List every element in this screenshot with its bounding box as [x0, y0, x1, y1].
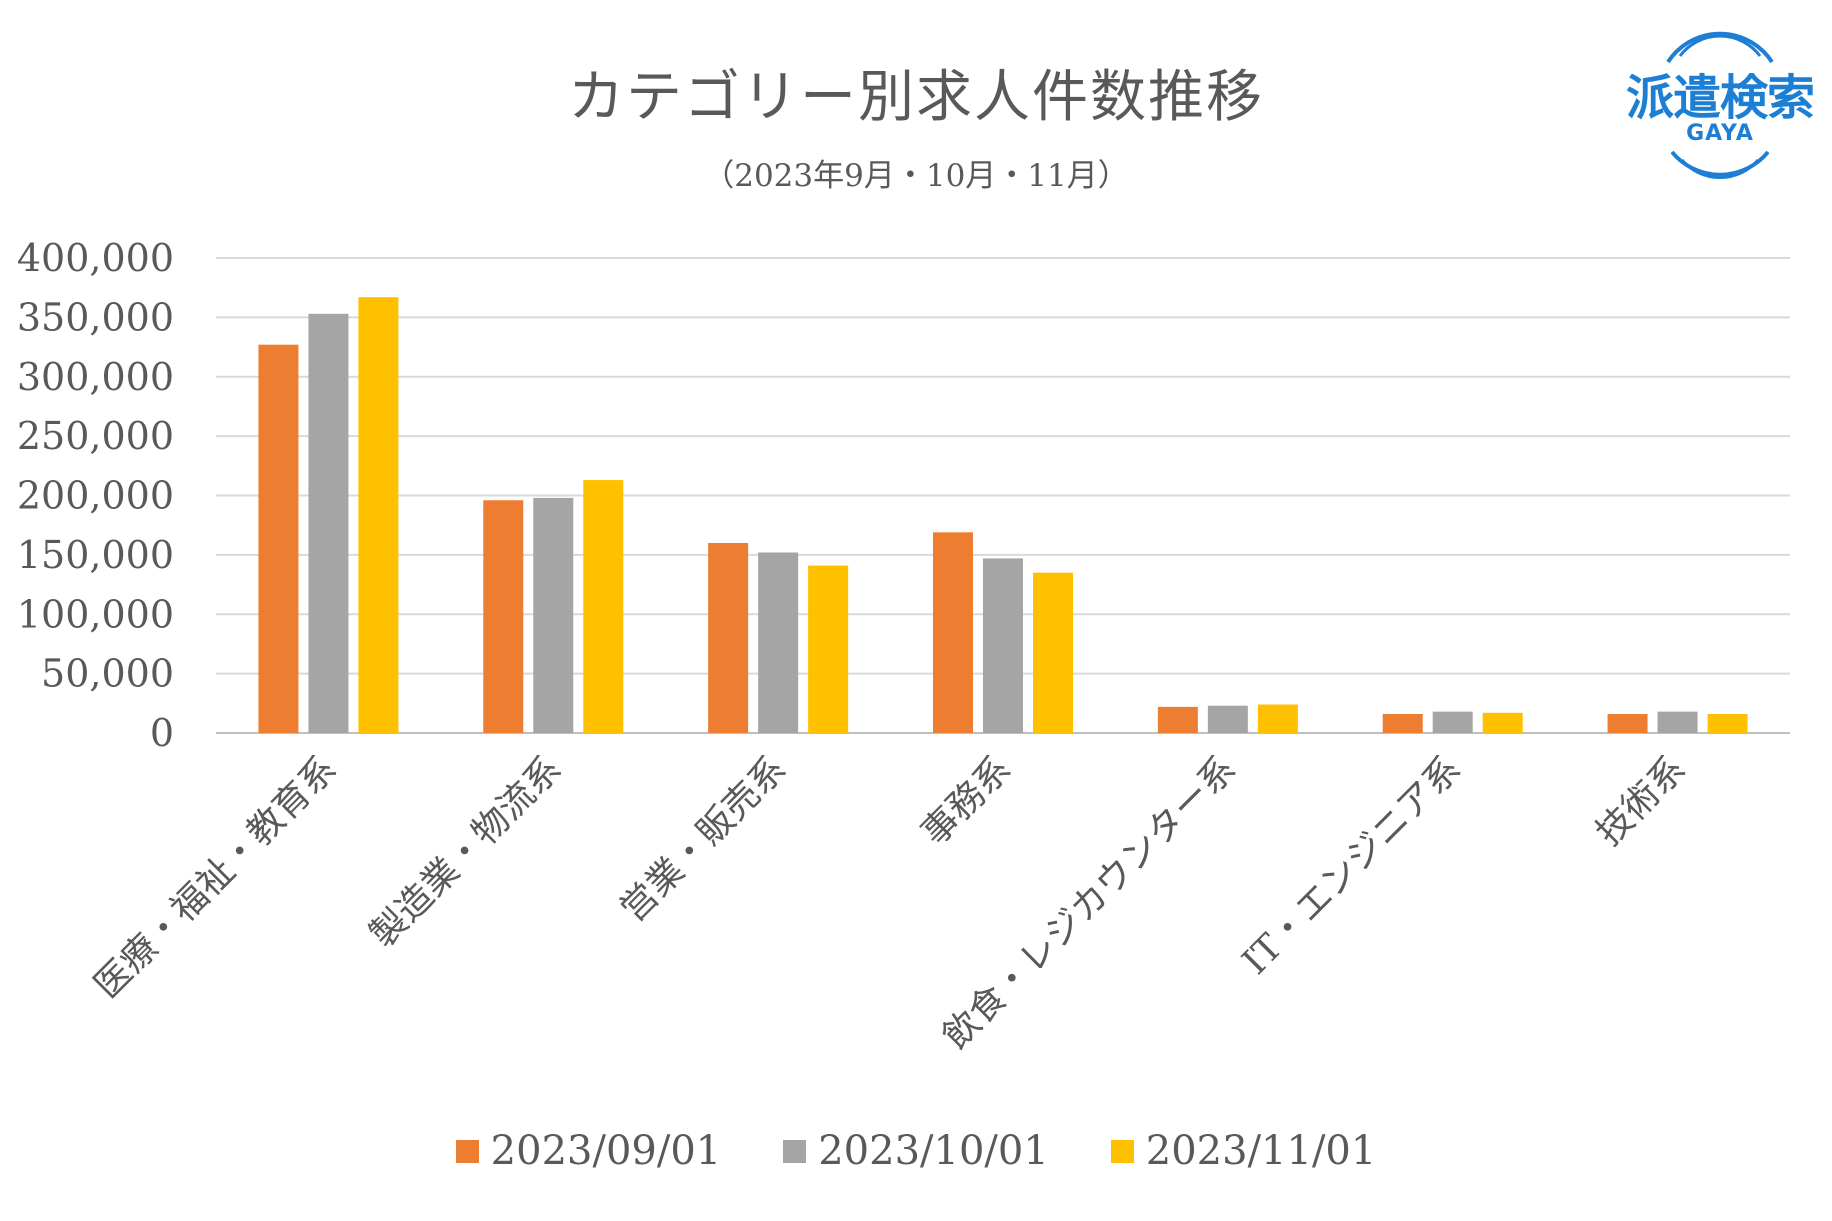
- gaya-logo: 派遣検索 GAYA: [1620, 20, 1820, 190]
- y-tick-label: 300,000: [17, 355, 174, 399]
- x-tick-label: 技術系: [1589, 748, 1694, 853]
- y-tick-label: 350,000: [17, 295, 174, 339]
- logo-subtext: GAYA: [1686, 121, 1754, 146]
- logo-text: 派遣検索: [1625, 70, 1815, 126]
- bar: [1432, 711, 1473, 733]
- x-tick-label: IT・エンジニア系: [1235, 748, 1469, 982]
- legend-item: 2023/09/01: [455, 1128, 722, 1174]
- bar: [808, 565, 849, 733]
- y-tick-label: 400,000: [17, 236, 174, 280]
- chart-subtitle: （2023年9月・10月・11月）: [703, 158, 1129, 194]
- bar: [533, 497, 574, 733]
- y-tick-label: 100,000: [17, 592, 174, 636]
- legend-label: 2023/09/01: [490, 1128, 722, 1174]
- bar: [758, 552, 799, 733]
- bar: [933, 532, 973, 733]
- bar: [1657, 711, 1698, 733]
- y-tick-label: 50,000: [41, 652, 174, 696]
- y-tick-label: 150,000: [17, 533, 174, 577]
- legend-item: 2023/10/01: [783, 1128, 1049, 1174]
- chart-legend: 2023/09/01 2023/10/01 2023/11/01: [0, 1128, 1832, 1174]
- y-tick-label: 200,000: [17, 474, 174, 518]
- x-tick-label: 製造業・物流系: [362, 748, 569, 955]
- legend-swatch: [783, 1139, 807, 1163]
- bar: [1482, 712, 1523, 733]
- legend-label: 2023/11/01: [1145, 1128, 1377, 1174]
- bar: [1257, 704, 1298, 733]
- legend-swatch: [1110, 1139, 1134, 1163]
- bar: [708, 543, 749, 733]
- bar: [1157, 706, 1198, 733]
- chart-title: カテゴリー別求人件数推移: [568, 65, 1264, 130]
- y-tick-label: 250,000: [17, 414, 174, 458]
- logo-arc-icon: [1666, 31, 1774, 179]
- y-tick-label: 0: [150, 711, 174, 755]
- legend-item: 2023/11/01: [1110, 1128, 1377, 1174]
- x-tick-label: 医療・福祉・教育系: [87, 748, 345, 1006]
- x-tick-label: 事務系: [914, 748, 1019, 853]
- bar: [583, 480, 624, 733]
- bar-chart: 0 50,000 100,000 150,000 200,000 250,000 300,0…: [17, 236, 1790, 1057]
- bar: [258, 344, 299, 733]
- bar: [1607, 714, 1648, 733]
- bar: [1207, 705, 1248, 733]
- x-tick-label: 営業・販売系: [613, 748, 795, 930]
- legend-label: 2023/10/01: [818, 1128, 1049, 1174]
- bar: [483, 500, 524, 733]
- bar: [308, 313, 349, 733]
- bar: [1382, 714, 1423, 733]
- bar: [1707, 714, 1748, 733]
- bar: [358, 297, 399, 733]
- legend-swatch: [455, 1139, 479, 1163]
- bar: [983, 558, 1023, 733]
- bar: [1033, 572, 1073, 733]
